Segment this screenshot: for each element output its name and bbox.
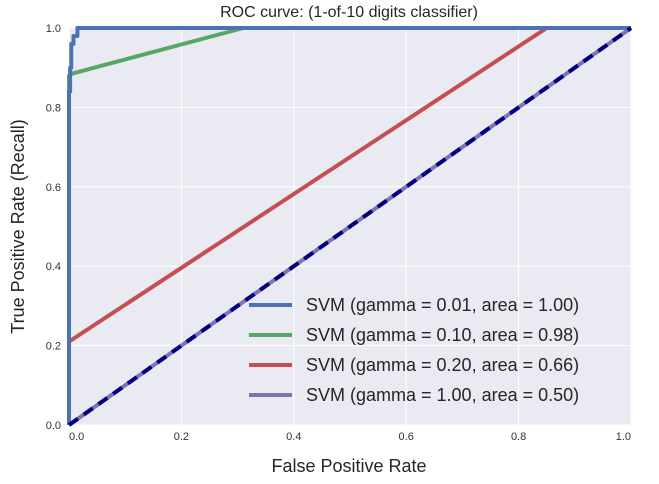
y-tick-label: 0.2 <box>46 341 61 353</box>
y-tick-label: 0.4 <box>46 261 61 273</box>
x-tick-label: 0.8 <box>511 431 526 443</box>
y-tick-label: 1.0 <box>46 23 61 35</box>
x-tick-label: 0.6 <box>399 431 414 443</box>
legend-label-3: SVM (gamma = 1.00, area = 0.50) <box>306 385 579 405</box>
y-tick-label: 0.8 <box>46 102 61 114</box>
y-tick-label: 0.6 <box>46 182 61 194</box>
chart-title: ROC curve: (1-of-10 digits classifier) <box>220 4 478 21</box>
x-tick-label: 0.4 <box>286 431 301 443</box>
legend-label-2: SVM (gamma = 0.20, area = 0.66) <box>306 355 579 375</box>
x-tick-label: 1.0 <box>616 431 631 443</box>
reference-diagonal-line <box>67 26 633 427</box>
legend-label-1: SVM (gamma = 0.10, area = 0.98) <box>306 325 579 345</box>
series-line-0 <box>67 26 631 425</box>
x-tick-label: 0.0 <box>69 431 84 443</box>
y-tick-label: 0.0 <box>46 420 61 432</box>
series-lines <box>67 26 633 427</box>
y-axis-title: True Positive Rate (Recall) <box>8 119 28 333</box>
legend: SVM (gamma = 0.01, area = 1.00) SVM (gamm… <box>249 295 579 405</box>
grid-lines <box>68 27 632 426</box>
tick-labels: 0.0 0.2 0.4 0.6 0.8 1.0 0.0 0.2 0.4 0.6 0.8 1.0 <box>46 23 631 443</box>
x-tick-label: 0.2 <box>174 431 189 443</box>
legend-label-0: SVM (gamma = 0.01, area = 1.00) <box>306 295 579 315</box>
x-axis-title: False Positive Rate <box>271 456 426 476</box>
